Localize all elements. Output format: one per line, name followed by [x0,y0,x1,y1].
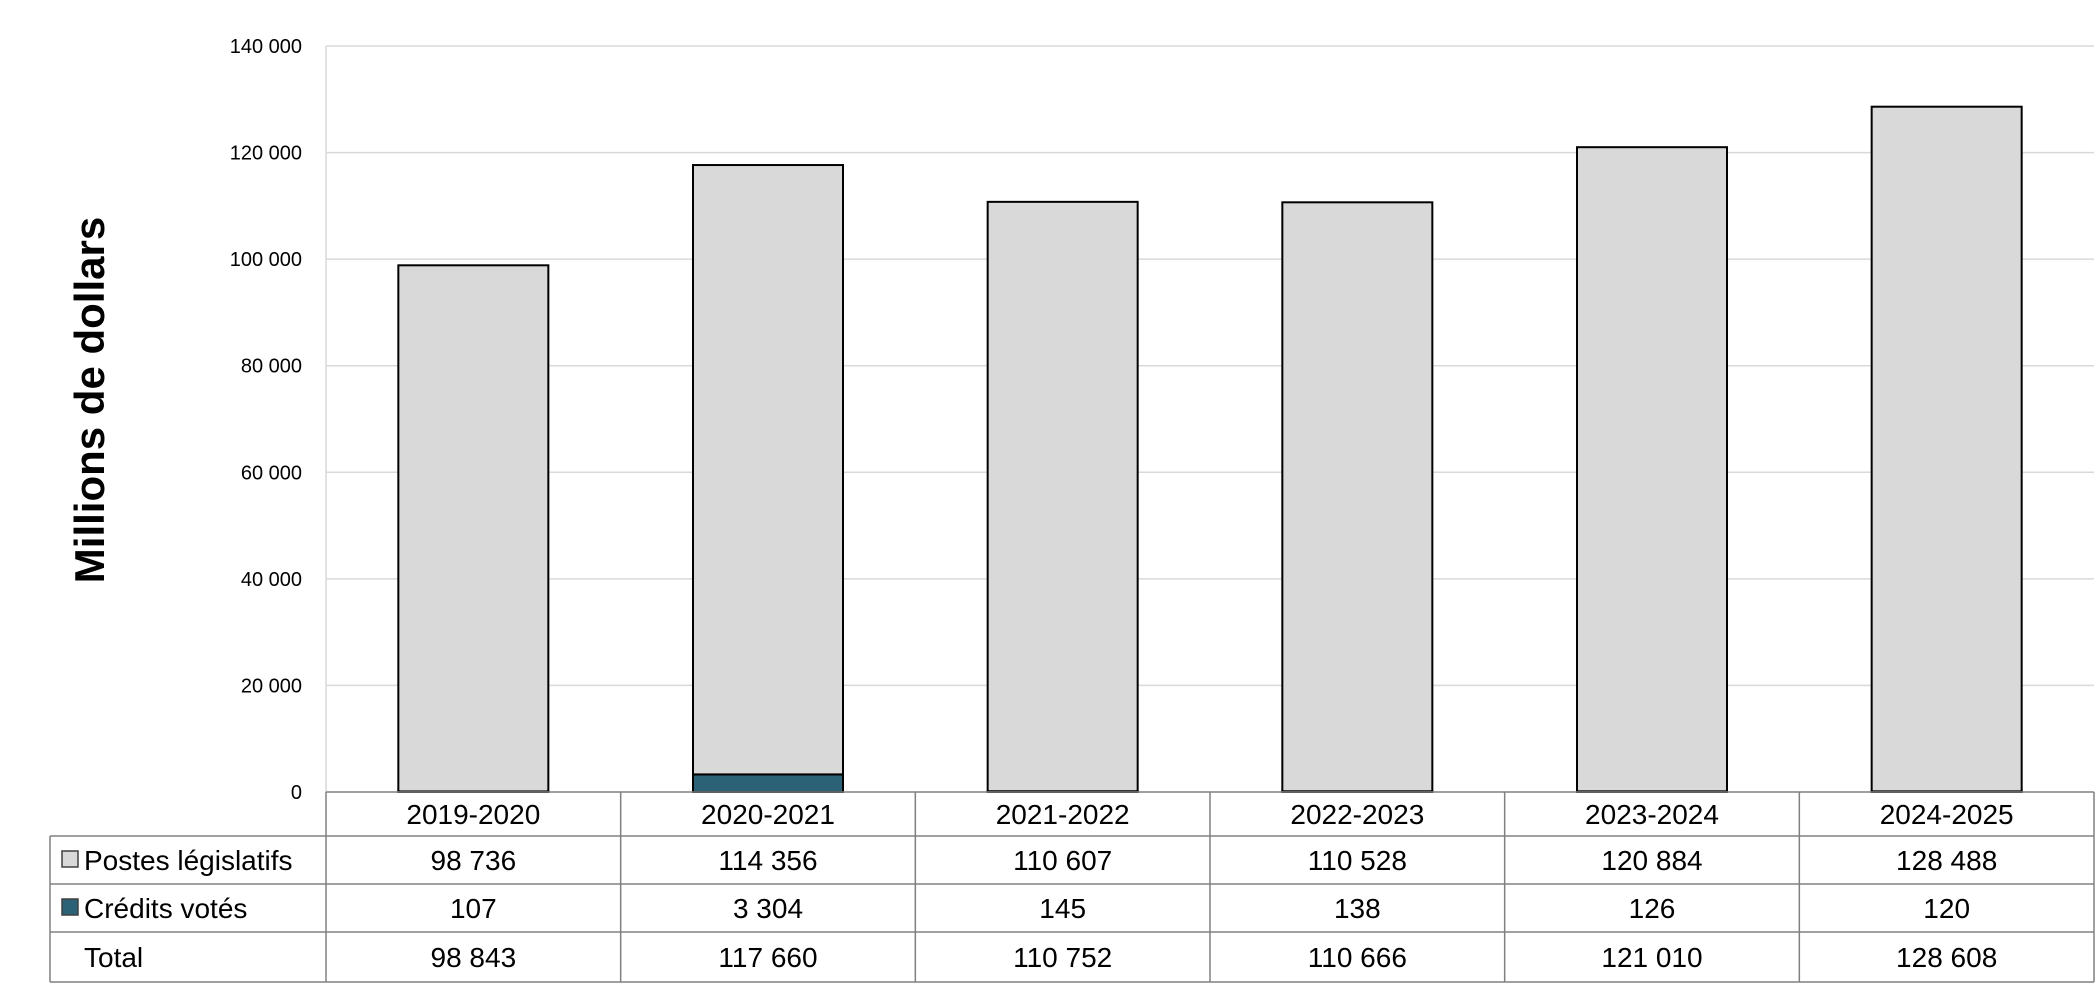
row-label-total: Total [84,942,143,973]
data-label-total: 98 843 [431,942,517,973]
bar-postes-legislatifs [397,264,550,793]
data-label-credits-votes: 120 [1923,893,1970,924]
category-label: 2020-2021 [701,799,835,830]
data-label-total: 128 608 [1896,942,1997,973]
data-label-credits-votes: 107 [450,893,497,924]
y-tick-label: 80 000 [241,356,302,378]
y-tick-label: 20 000 [241,675,302,697]
y-tick-label: 120 000 [230,143,302,165]
category-label: 2021-2022 [996,799,1130,830]
data-label-credits-votes: 138 [1334,893,1381,924]
row-label-postes-legislatifs: Postes législatifs [84,845,293,876]
data-label-credits-votes: 145 [1039,893,1086,924]
data-label-total: 110 752 [1013,942,1112,973]
data-label-postes-legislatifs: 98 736 [431,845,517,876]
data-label-postes-legislatifs: 114 356 [718,845,817,876]
data-label-total: 110 666 [1308,942,1407,973]
bar-postes-legislatifs [1870,105,2023,793]
data-label-postes-legislatifs: 110 528 [1308,845,1407,876]
data-label-credits-votes: 126 [1629,893,1676,924]
row-label-credits-votes: Crédits votés [84,893,247,924]
data-label-postes-legislatifs: 110 607 [1013,845,1112,876]
category-label: 2023-2024 [1585,799,1719,830]
y-tick-label: 0 [291,782,302,804]
data-label-total: 117 660 [718,942,817,973]
category-label: 2022-2023 [1290,799,1424,830]
category-label: 2019-2020 [406,799,540,830]
category-label: 2024-2025 [1880,799,2014,830]
legend-key-credits-votes [61,898,79,916]
bar-postes-legislatifs [986,200,1139,793]
bar-postes-legislatifs [692,164,844,776]
legend-key-postes-legislatifs [61,850,79,868]
bar-postes-legislatifs [1281,201,1434,793]
bars [397,105,2023,794]
y-tick-label: 40 000 [241,569,302,591]
y-tick-label: 60 000 [241,462,302,484]
bar-credits-votes [692,773,844,794]
bar-postes-legislatifs [1576,146,1728,793]
data-label-postes-legislatifs: 128 488 [1896,845,1997,876]
y-tick-label: 140 000 [230,36,302,58]
gridlines [326,45,2094,687]
data-label-total: 121 010 [1601,942,1702,973]
data-label-credits-votes: 3 304 [733,893,803,924]
y-tick-label: 100 000 [230,249,302,271]
data-table: 2019-2020 2020-2021 2021-2022 2022-2023 2023… [49,791,2095,983]
y-axis: 0 20 000 40 000 60 000 80 000 100 000 120 000 1… [230,36,327,804]
y-axis-label: Millions de dollars [66,217,113,583]
data-label-postes-legislatifs: 120 884 [1601,845,1702,876]
